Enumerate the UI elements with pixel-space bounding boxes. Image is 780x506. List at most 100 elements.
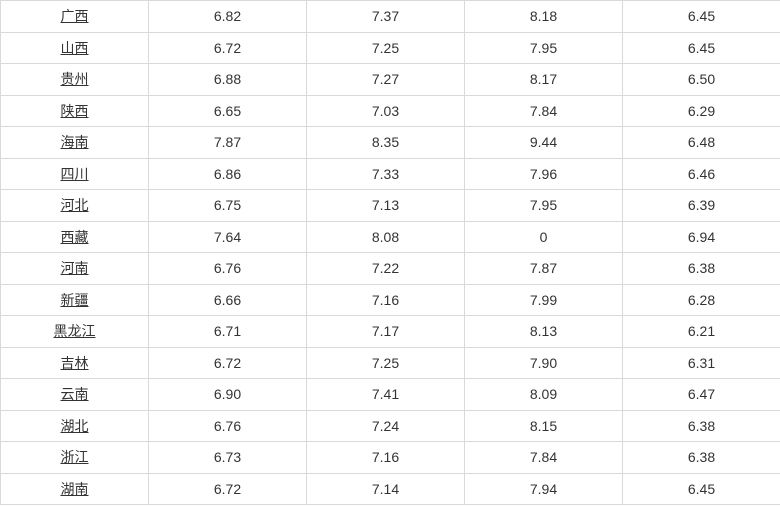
value-cell-3: 9.44 bbox=[465, 127, 623, 159]
value-cell-3: 8.15 bbox=[465, 410, 623, 442]
value-cell-4: 6.50 bbox=[623, 64, 780, 96]
value-cell-1: 6.88 bbox=[149, 64, 307, 96]
region-link[interactable]: 湖北 bbox=[61, 418, 89, 434]
value-cell-4: 6.48 bbox=[623, 127, 780, 159]
region-link[interactable]: 新疆 bbox=[61, 292, 89, 308]
value-cell-4: 6.31 bbox=[623, 347, 780, 379]
region-link[interactable]: 山西 bbox=[61, 40, 89, 56]
value-cell-1: 7.87 bbox=[149, 127, 307, 159]
region-cell: 陕西 bbox=[1, 95, 149, 127]
value-cell-3: 7.96 bbox=[465, 158, 623, 190]
value-cell-3: 7.99 bbox=[465, 284, 623, 316]
table-row: 湖北 6.767.248.156.38 bbox=[1, 410, 780, 442]
region-link[interactable]: 浙江 bbox=[61, 449, 89, 465]
value-cell-4: 6.28 bbox=[623, 284, 780, 316]
region-cell: 湖北 bbox=[1, 410, 149, 442]
value-cell-2: 7.25 bbox=[307, 32, 465, 64]
region-link[interactable]: 吉林 bbox=[61, 355, 89, 371]
table-row: 黑龙江 6.717.178.136.21 bbox=[1, 316, 780, 348]
region-cell: 新疆 bbox=[1, 284, 149, 316]
value-cell-2: 7.14 bbox=[307, 473, 465, 505]
region-link[interactable]: 广西 bbox=[61, 8, 89, 24]
region-cell: 云南 bbox=[1, 379, 149, 411]
value-cell-3: 7.84 bbox=[465, 442, 623, 474]
value-cell-2: 7.25 bbox=[307, 347, 465, 379]
region-link[interactable]: 黑龙江 bbox=[54, 323, 96, 339]
region-cell: 河北 bbox=[1, 190, 149, 222]
table-row: 湖南 6.727.147.946.45 bbox=[1, 473, 780, 505]
value-cell-4: 6.29 bbox=[623, 95, 780, 127]
value-cell-4: 6.45 bbox=[623, 473, 780, 505]
value-cell-1: 6.65 bbox=[149, 95, 307, 127]
value-cell-1: 6.71 bbox=[149, 316, 307, 348]
table-row: 山西6.727.257.956.45 bbox=[1, 32, 780, 64]
value-cell-1: 6.73 bbox=[149, 442, 307, 474]
value-cell-2: 7.37 bbox=[307, 1, 465, 33]
region-cell: 海南 bbox=[1, 127, 149, 159]
table-row: 河南 6.767.227.876.38 bbox=[1, 253, 780, 285]
value-cell-2: 7.24 bbox=[307, 410, 465, 442]
table-row: 广西6.827.378.186.45 bbox=[1, 1, 780, 33]
region-link[interactable]: 海南 bbox=[61, 134, 89, 150]
value-cell-4: 6.21 bbox=[623, 316, 780, 348]
table-row: 陕西 6.657.037.846.29 bbox=[1, 95, 780, 127]
table-row: 河北 6.757.137.956.39 bbox=[1, 190, 780, 222]
region-cell: 广西 bbox=[1, 1, 149, 33]
region-link[interactable]: 河南 bbox=[61, 260, 89, 276]
region-link[interactable]: 西藏 bbox=[61, 229, 89, 245]
table-row: 海南 7.878.359.446.48 bbox=[1, 127, 780, 159]
value-cell-2: 7.22 bbox=[307, 253, 465, 285]
value-cell-2: 7.17 bbox=[307, 316, 465, 348]
value-cell-3: 0 bbox=[465, 221, 623, 253]
value-cell-3: 7.87 bbox=[465, 253, 623, 285]
table-row: 吉林6.727.257.906.31 bbox=[1, 347, 780, 379]
value-cell-1: 6.75 bbox=[149, 190, 307, 222]
value-cell-4: 6.45 bbox=[623, 32, 780, 64]
region-link[interactable]: 陕西 bbox=[61, 103, 89, 119]
region-cell: 浙江 bbox=[1, 442, 149, 474]
value-cell-2: 7.33 bbox=[307, 158, 465, 190]
region-link[interactable]: 湖南 bbox=[61, 481, 89, 497]
region-link[interactable]: 云南 bbox=[61, 386, 89, 402]
value-cell-3: 7.90 bbox=[465, 347, 623, 379]
region-link[interactable]: 河北 bbox=[61, 197, 89, 213]
value-cell-1: 6.86 bbox=[149, 158, 307, 190]
value-cell-4: 6.46 bbox=[623, 158, 780, 190]
table-row: 云南 6.907.418.096.47 bbox=[1, 379, 780, 411]
value-cell-1: 6.72 bbox=[149, 473, 307, 505]
value-cell-1: 6.76 bbox=[149, 253, 307, 285]
table-row: 新疆6.667.167.996.28 bbox=[1, 284, 780, 316]
value-cell-3: 8.18 bbox=[465, 1, 623, 33]
value-cell-4: 6.47 bbox=[623, 379, 780, 411]
table-row: 四川 6.867.337.966.46 bbox=[1, 158, 780, 190]
region-link[interactable]: 四川 bbox=[61, 166, 89, 182]
value-cell-3: 7.95 bbox=[465, 190, 623, 222]
region-cell: 四川 bbox=[1, 158, 149, 190]
region-cell: 河南 bbox=[1, 253, 149, 285]
value-cell-1: 7.64 bbox=[149, 221, 307, 253]
value-cell-3: 8.09 bbox=[465, 379, 623, 411]
table-row: 贵州6.887.278.176.50 bbox=[1, 64, 780, 96]
value-cell-2: 7.13 bbox=[307, 190, 465, 222]
value-cell-2: 7.03 bbox=[307, 95, 465, 127]
value-cell-2: 7.16 bbox=[307, 442, 465, 474]
value-cell-1: 6.66 bbox=[149, 284, 307, 316]
value-cell-1: 6.82 bbox=[149, 1, 307, 33]
table-row: 西藏7.648.0806.94 bbox=[1, 221, 780, 253]
value-cell-4: 6.38 bbox=[623, 253, 780, 285]
value-cell-3: 8.13 bbox=[465, 316, 623, 348]
region-cell: 山西 bbox=[1, 32, 149, 64]
value-cell-1: 6.90 bbox=[149, 379, 307, 411]
table-row: 浙江6.737.167.846.38 bbox=[1, 442, 780, 474]
value-cell-2: 7.41 bbox=[307, 379, 465, 411]
value-cell-3: 7.84 bbox=[465, 95, 623, 127]
region-cell: 吉林 bbox=[1, 347, 149, 379]
value-cell-4: 6.38 bbox=[623, 410, 780, 442]
value-cell-2: 8.35 bbox=[307, 127, 465, 159]
value-cell-4: 6.39 bbox=[623, 190, 780, 222]
region-link[interactable]: 贵州 bbox=[61, 71, 89, 87]
data-table: 广西6.827.378.186.45山西6.727.257.956.45贵州6.… bbox=[0, 0, 780, 505]
region-cell: 黑龙江 bbox=[1, 316, 149, 348]
value-cell-1: 6.76 bbox=[149, 410, 307, 442]
value-cell-3: 7.94 bbox=[465, 473, 623, 505]
